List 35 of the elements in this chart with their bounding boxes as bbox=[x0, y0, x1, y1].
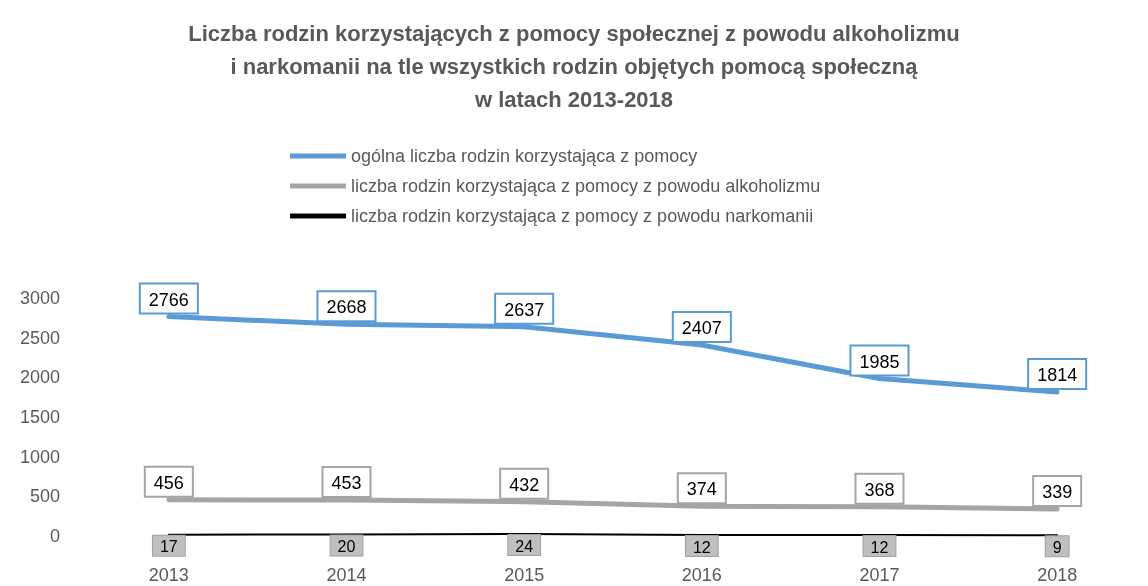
x-tick-label: 2018 bbox=[1037, 565, 1078, 585]
data-label: 17 bbox=[159, 538, 178, 556]
x-tick-label: 2015 bbox=[504, 565, 545, 585]
data-label: 432 bbox=[509, 474, 540, 495]
y-tick-label: 2000 bbox=[19, 367, 60, 388]
chart-title: Liczba rodzin korzystających z pomocy społecznej z powodu alkoholizmu i narkomanii na tle wszystkich rodzin objętych pomocą społeczną w latach 2013-2018 bbox=[188, 21, 960, 112]
data-label: 374 bbox=[686, 479, 717, 500]
data-label: 1814 bbox=[1037, 365, 1078, 386]
y-tick-label: 3000 bbox=[19, 288, 60, 308]
data-label: 12 bbox=[870, 538, 889, 556]
legend-label: liczba rodzin korzystająca z pomocy z powodu narkomanii bbox=[351, 206, 814, 226]
x-tick-label: 2013 bbox=[148, 565, 189, 585]
legend-label: ogólna liczba rodzin korzystająca z pomocy bbox=[351, 146, 698, 166]
x-tick-label: 2014 bbox=[326, 565, 367, 585]
data-label: 24 bbox=[515, 537, 534, 555]
data-label: 20 bbox=[337, 537, 356, 555]
data-label: 339 bbox=[1042, 482, 1073, 503]
y-tick-label: 0 bbox=[49, 526, 60, 546]
data-label: 453 bbox=[331, 473, 362, 494]
y-tick-label: 500 bbox=[29, 486, 60, 507]
data-label: 456 bbox=[153, 472, 184, 493]
data-label: 2668 bbox=[326, 297, 367, 318]
x-tick-label: 2017 bbox=[859, 565, 900, 585]
legend-label: liczba rodzin korzystająca z pomocy z powodu alkoholizmu bbox=[351, 176, 821, 196]
data-label: 2407 bbox=[681, 318, 722, 339]
data-label: 2766 bbox=[148, 289, 189, 310]
data-label: 12 bbox=[692, 538, 711, 556]
data-label: 9 bbox=[1052, 538, 1062, 556]
data-label: 1985 bbox=[859, 351, 900, 372]
y-tick-label: 1500 bbox=[19, 407, 60, 427]
y-tick-label: 1000 bbox=[19, 446, 60, 467]
x-tick-label: 2016 bbox=[681, 565, 722, 585]
data-label: 368 bbox=[864, 479, 895, 500]
y-tick-label: 2500 bbox=[19, 327, 60, 348]
data-label: 2637 bbox=[504, 299, 545, 320]
